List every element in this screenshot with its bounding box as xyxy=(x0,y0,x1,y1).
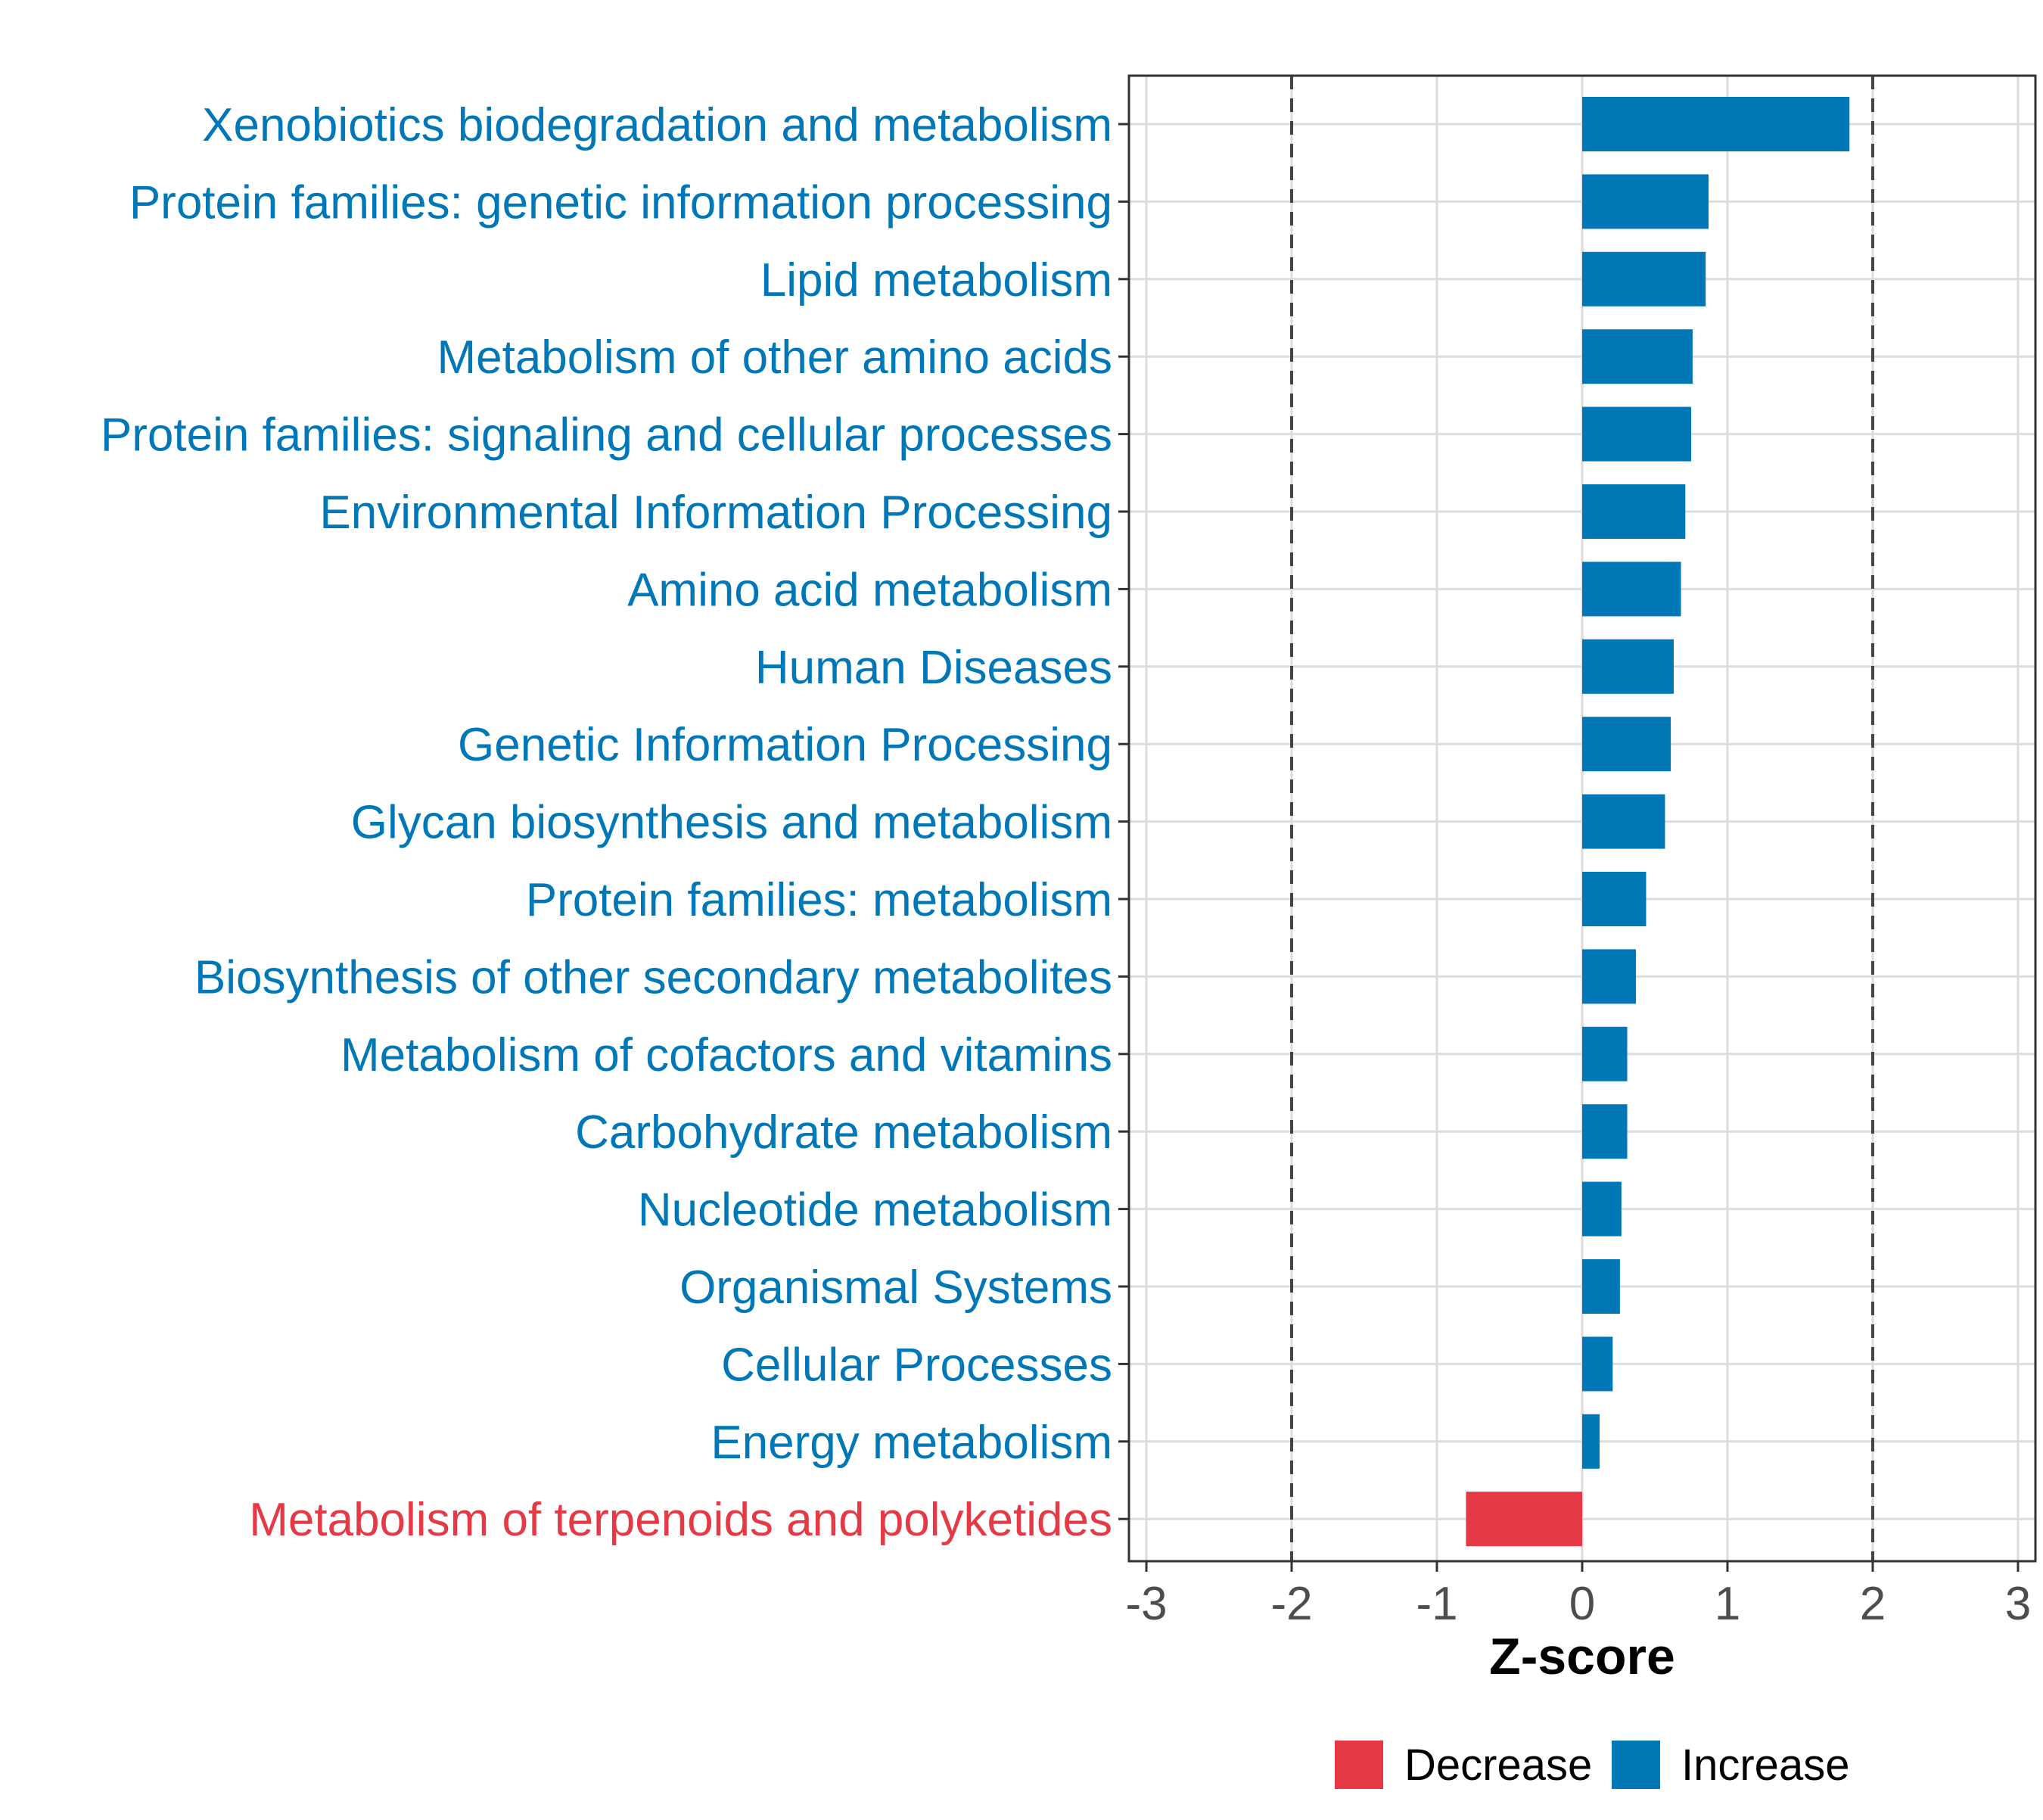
bar xyxy=(1582,329,1693,384)
bar xyxy=(1582,1104,1628,1159)
bar xyxy=(1582,1181,1622,1237)
bar xyxy=(1582,794,1665,849)
bar xyxy=(1582,1336,1613,1392)
category-label: Biosynthesis of other secondary metaboli… xyxy=(194,951,1112,1003)
category-label: Organismal Systems xyxy=(679,1262,1112,1314)
x-axis-labels: -3 -2 -1 0 1 2 3 xyxy=(1125,1578,2031,1630)
bars xyxy=(1466,97,1850,1547)
category-label: Metabolism of other amino acids xyxy=(437,331,1112,384)
y-axis-labels: Xenobiotics biodegradation and metabolis… xyxy=(101,99,1112,1546)
x-tick-label: -2 xyxy=(1270,1578,1312,1630)
category-label: Metabolism of terpenoids and polyketides xyxy=(249,1494,1112,1546)
legend-swatch xyxy=(1335,1741,1383,1789)
reference-lines xyxy=(1290,76,1874,1561)
category-label: Energy metabolism xyxy=(711,1417,1112,1469)
category-label: Genetic Information Processing xyxy=(458,719,1112,771)
category-label: Carbohydrate metabolism xyxy=(575,1106,1112,1159)
bar xyxy=(1582,406,1691,462)
category-label: Metabolism of cofactors and vitamins xyxy=(340,1029,1112,1081)
bar xyxy=(1582,562,1681,617)
category-label: Glycan biosynthesis and metabolism xyxy=(351,797,1112,849)
category-label: Human Diseases xyxy=(755,642,1112,694)
legend-swatch xyxy=(1612,1741,1660,1789)
bar xyxy=(1582,639,1674,694)
bar xyxy=(1582,872,1647,926)
legend-label: Decrease xyxy=(1404,1741,1592,1790)
x-tick-label: 1 xyxy=(1715,1578,1740,1630)
x-axis-ticks xyxy=(1145,1561,2020,1572)
bar xyxy=(1582,97,1850,151)
category-label: Environmental Information Processing xyxy=(319,487,1112,539)
bar xyxy=(1582,484,1686,539)
bar xyxy=(1582,1414,1600,1469)
bar xyxy=(1582,1026,1628,1081)
x-tick-label: 0 xyxy=(1569,1578,1595,1630)
x-tick-label: -3 xyxy=(1125,1578,1167,1630)
category-label: Amino acid metabolism xyxy=(627,564,1112,616)
x-tick-label: 3 xyxy=(2005,1578,2031,1630)
category-label: Cellular Processes xyxy=(721,1339,1112,1391)
x-axis-title: Z-score xyxy=(1489,1628,1675,1685)
category-label: Protein families: metabolism xyxy=(526,874,1112,926)
x-tick-label: -1 xyxy=(1416,1578,1457,1630)
bar xyxy=(1582,174,1709,229)
legend-label: Increase xyxy=(1681,1741,1849,1790)
bar xyxy=(1466,1492,1582,1547)
category-label: Lipid metabolism xyxy=(760,254,1112,306)
bar xyxy=(1582,1259,1620,1314)
x-tick-label: 2 xyxy=(1860,1578,1886,1630)
category-label: Xenobiotics biodegradation and metabolis… xyxy=(202,99,1112,151)
bar xyxy=(1582,949,1637,1004)
category-label: Protein families: signaling and cellular… xyxy=(101,409,1112,462)
bar xyxy=(1582,717,1671,772)
category-label: Nucleotide metabolism xyxy=(638,1184,1112,1237)
category-label: Protein families: genetic information pr… xyxy=(129,176,1112,229)
legend: Decrease Increase xyxy=(1335,1741,1849,1790)
bar xyxy=(1582,251,1706,306)
y-axis-ticks xyxy=(1118,123,1129,1520)
